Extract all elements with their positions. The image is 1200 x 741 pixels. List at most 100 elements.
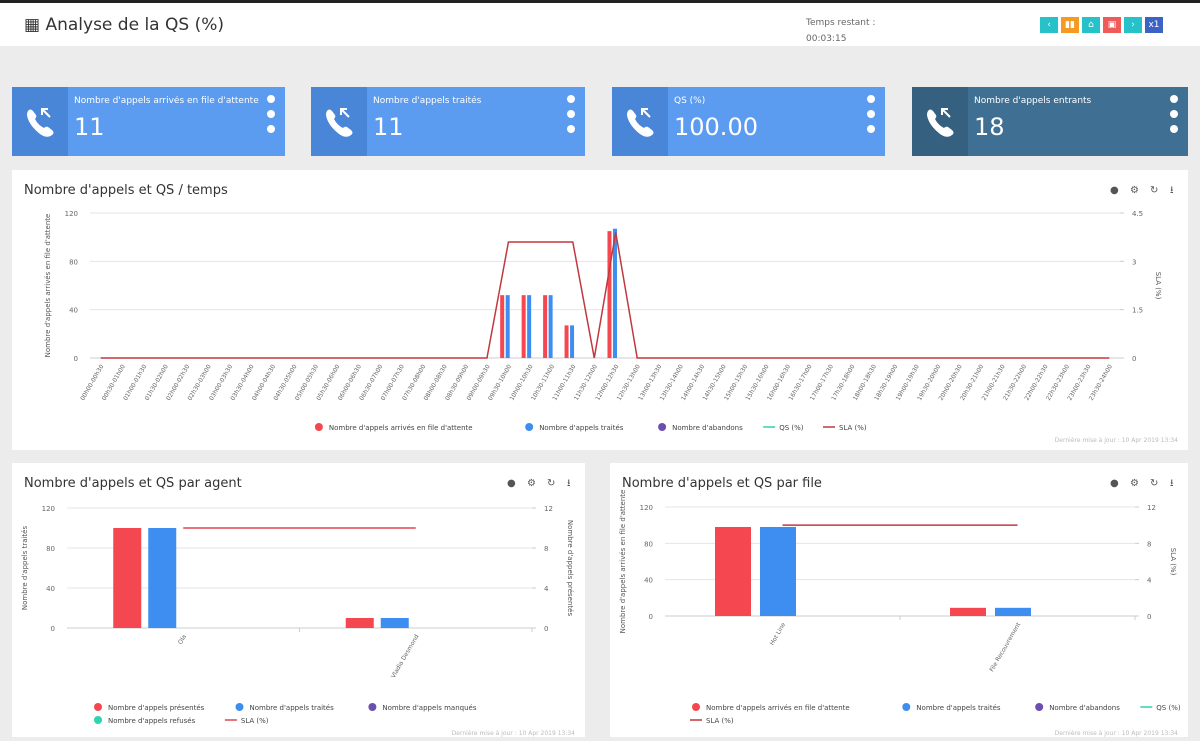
legend-label[interactable]: Nombre d'abandons <box>1049 704 1120 712</box>
y-tick-label: 40 <box>46 585 55 593</box>
legend-label[interactable]: Nombre d'appels arrivés en file d'attent… <box>706 704 850 712</box>
header: ▦ Analyse de la QS (%) Temps restant : 00… <box>0 0 1200 46</box>
kpi-card: QS (%) 100.00 <box>612 87 885 156</box>
y2-tick-label: 4.5 <box>1132 210 1143 218</box>
chart-title: Nombre d'appels et QS par file <box>622 476 822 491</box>
y2-tick-label: 0 <box>1132 355 1136 363</box>
kpi-card: Nombre d'appels traités 11 <box>311 87 585 156</box>
y-tick-label: 80 <box>644 540 653 548</box>
timer: Temps restant : 00:03:15 <box>806 15 875 47</box>
chart-panel: Nombre d'appels et QS par agent ● ⚙ ↻ ⭳ 0 40 80… <box>12 463 585 737</box>
y-axis-label: Nombre d'appels arrivés en file d'attent… <box>44 214 52 358</box>
kpi-actions[interactable] <box>1170 95 1178 140</box>
legend-label[interactable]: Nombre d'appels refusés <box>108 717 196 725</box>
y2-tick-label: 8 <box>544 545 548 553</box>
chart-tool[interactable]: ⭳ <box>567 478 571 489</box>
kpi-actions[interactable] <box>567 95 575 140</box>
legend-label[interactable]: Nombre d'appels traités <box>250 704 335 712</box>
chart-tool[interactable]: ⚙ <box>527 478 536 489</box>
chart-tool[interactable]: ● <box>1110 478 1119 489</box>
button[interactable]: ‹ <box>1040 17 1058 33</box>
legend-label[interactable]: Nombre d'appels manqués <box>382 704 476 712</box>
page-title: ▦ Analyse de la QS (%) <box>24 15 224 35</box>
x-tick-label: File Recouvrement <box>988 621 1022 673</box>
y-tick-label: 80 <box>46 545 55 553</box>
bar <box>345 618 374 628</box>
y2-tick-label: 4 <box>1147 577 1152 585</box>
button[interactable]: ▮▮ <box>1061 17 1079 33</box>
legend-label[interactable]: Nombre d'appels présentés <box>108 704 205 712</box>
button[interactable]: ▣ <box>1103 17 1121 33</box>
legend-label[interactable]: QS (%) <box>1156 704 1181 712</box>
y-tick-label: 0 <box>649 613 653 621</box>
x-tick-label: Hot Line <box>769 621 788 646</box>
bar <box>113 528 142 628</box>
chart-tool[interactable]: ● <box>507 478 516 489</box>
line <box>100 232 1110 359</box>
bar <box>612 228 617 358</box>
legend-swatch <box>235 703 244 711</box>
chart-tool[interactable]: ⚙ <box>1130 478 1139 489</box>
chart: Nombre d'appels et QS / temps ● ⚙ ↻ ⭳ 0 40 80 12… <box>24 183 1179 444</box>
chart-tool[interactable]: ↻ <box>1150 478 1158 489</box>
bar <box>548 295 553 358</box>
chart-tool[interactable]: ⭳ <box>1170 478 1174 489</box>
bar <box>995 607 1031 616</box>
legend-swatch <box>314 423 323 431</box>
legend-label[interactable]: SLA (%) <box>241 717 269 725</box>
kpi-actions[interactable] <box>267 95 275 140</box>
y2-tick-label: 8 <box>1147 540 1151 548</box>
legend-label[interactable]: Nombre d'appels traités <box>539 424 624 432</box>
chart-tool[interactable]: ↻ <box>547 478 555 489</box>
kpi-card: Nombre d'appels entrants 18 <box>912 87 1188 156</box>
y2-tick-label: 0 <box>1147 613 1151 621</box>
title-text: Analyse de la QS (%) <box>45 15 224 35</box>
y-tick-label: 0 <box>74 355 78 363</box>
y2-tick-label: 12 <box>544 505 553 513</box>
kpi-label: Nombre d'appels traités <box>373 96 482 106</box>
legend-label[interactable]: Nombre d'appels arrivés en file d'attent… <box>329 424 473 432</box>
legend-label[interactable]: Nombre d'appels traités <box>916 704 1001 712</box>
legend-label[interactable]: SLA (%) <box>839 424 867 432</box>
kpi-value: 11 <box>74 113 105 141</box>
legend-swatch <box>525 423 534 431</box>
y2-tick-label: 3 <box>1132 258 1136 266</box>
bar <box>380 618 409 628</box>
toolbar: ‹ ▮▮ ⌂ ▣ › x1 <box>1040 17 1163 33</box>
bar <box>950 607 986 616</box>
x-tick-label: Vladia Desmond <box>390 633 421 679</box>
y2-tick-label: 0 <box>544 625 548 633</box>
kpi-card: Nombre d'appels arrivés en file d'attent… <box>12 87 285 156</box>
legend-label[interactable]: SLA (%) <box>706 717 734 725</box>
legend-label[interactable]: QS (%) <box>779 424 804 432</box>
button[interactable]: ⌂ <box>1082 17 1100 33</box>
x-tick-label: 23h30-24h00 <box>1088 363 1114 402</box>
chart-title: Nombre d'appels et QS / temps <box>24 183 228 198</box>
y2-axis-label: SLA (%) <box>1169 548 1177 576</box>
chart-tool[interactable]: ↻ <box>1150 185 1158 196</box>
button[interactable]: › <box>1124 17 1142 33</box>
kpi-actions[interactable] <box>867 95 875 140</box>
y-tick-label: 0 <box>51 625 55 633</box>
legend-swatch <box>368 703 377 711</box>
legend-label[interactable]: Nombre d'abandons <box>672 424 743 432</box>
footer: Dernière mise à jour : 10 Apr 2019 13:34 <box>1055 437 1179 444</box>
y2-tick-label: 12 <box>1147 504 1156 512</box>
icon <box>627 108 654 137</box>
chart-tool[interactable]: ⭳ <box>1170 185 1174 196</box>
y2-axis-label: SLA (%) <box>1154 272 1162 300</box>
kpi-value: 11 <box>373 113 404 141</box>
legend-swatch <box>902 703 911 711</box>
kpi-value: 18 <box>974 113 1005 141</box>
chart-tool[interactable]: ● <box>1110 185 1119 196</box>
legend-swatch <box>658 423 667 431</box>
chart: Nombre d'appels et QS par file ● ⚙ ↻ ⭳040801… <box>619 476 1181 737</box>
y2-tick-label: 4 <box>544 585 549 593</box>
bar <box>505 295 510 358</box>
y-tick-label: 40 <box>644 577 653 585</box>
y2-tick-label: 1.5 <box>1132 307 1143 315</box>
kpi-icon <box>311 87 367 156</box>
speed-button[interactable]: x1 <box>1145 17 1163 33</box>
chart-tool[interactable]: ⚙ <box>1130 185 1139 196</box>
